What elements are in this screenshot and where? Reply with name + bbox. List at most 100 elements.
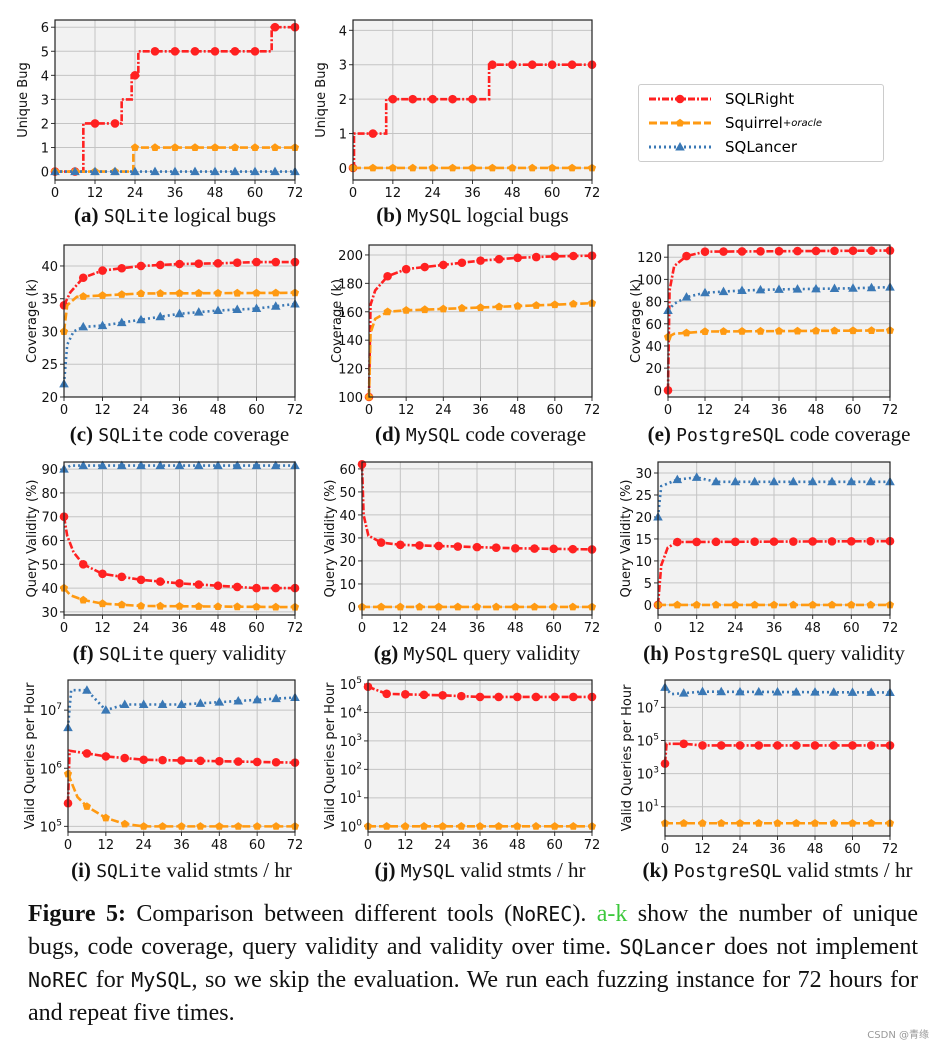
data-point-sqlancer bbox=[213, 305, 223, 315]
data-point-squirrel bbox=[377, 602, 386, 611]
y-tick-label: 2 bbox=[41, 117, 49, 132]
data-point-sqlancer bbox=[730, 476, 741, 486]
data-point-squirrel bbox=[673, 600, 682, 609]
x-tick-label: 60 bbox=[845, 403, 862, 418]
data-point-sqlright bbox=[434, 541, 443, 551]
data-point-squirrel bbox=[101, 813, 110, 822]
data-point-sqlancer bbox=[136, 460, 146, 470]
x-tick-label: 72 bbox=[882, 621, 899, 636]
y-tick-label: 107 bbox=[40, 702, 62, 719]
data-point-squirrel bbox=[82, 802, 91, 810]
chart-e: 0 12 24 36 48 60 72 0 20 40 60 80 100 120 Coverage (k) bbox=[629, 244, 898, 418]
data-point-sqlright bbox=[472, 542, 482, 552]
y-tick-label: 180 bbox=[338, 277, 363, 292]
data-point-sqlright bbox=[866, 741, 876, 750]
data-point-squirrel bbox=[475, 822, 485, 830]
y-tick-label: 101 bbox=[340, 790, 362, 807]
plot-frame bbox=[664, 679, 891, 837]
data-point-sqlright bbox=[513, 692, 522, 702]
y-tick-label: 40 bbox=[41, 582, 58, 597]
data-point-squirrel bbox=[210, 143, 220, 151]
caption-segment: does not implement bbox=[715, 934, 918, 960]
x-tick-label: 24 bbox=[430, 621, 447, 636]
series-line-sqlright bbox=[66, 749, 296, 804]
legend-swatch-sqlright bbox=[649, 94, 711, 104]
data-point-sqlright bbox=[210, 46, 220, 56]
data-point-sqlright bbox=[120, 753, 130, 763]
x-tick-label: 0 bbox=[358, 621, 366, 636]
y-tick-exponent: 2 bbox=[356, 761, 362, 771]
data-point-sqlright bbox=[830, 246, 839, 256]
subplot-caption-j: (j) MySQL valid stmts / hr bbox=[374, 858, 585, 883]
x-tick-label: 12 bbox=[697, 403, 714, 418]
data-point-sqlright bbox=[110, 119, 120, 128]
data-point-sqlancer bbox=[130, 166, 140, 176]
y-tick-label: 80 bbox=[41, 487, 58, 502]
subplot-title: query validity bbox=[169, 641, 287, 665]
data-point-squirrel bbox=[234, 822, 243, 830]
data-point-sqlright bbox=[569, 692, 578, 702]
y-tick-label: 100 bbox=[338, 391, 363, 406]
plot-frame bbox=[63, 244, 296, 398]
data-point-squirrel bbox=[117, 600, 126, 609]
data-point-squirrel bbox=[829, 819, 838, 827]
y-tick-label: 20 bbox=[635, 511, 652, 526]
y-axis-label: Query Validity (%) bbox=[25, 480, 40, 598]
y-tick-label: 20 bbox=[339, 555, 356, 570]
y-tick-label: 107 bbox=[637, 699, 659, 716]
caption-segment: ). bbox=[572, 901, 597, 927]
x-tick-label: 72 bbox=[287, 403, 304, 418]
x-tick-label: 72 bbox=[287, 186, 304, 201]
y-tick-label: 104 bbox=[340, 704, 363, 721]
data-point-squirrel bbox=[468, 163, 477, 172]
data-point-squirrel bbox=[272, 822, 281, 830]
data-point-sqlright bbox=[196, 756, 205, 766]
data-point-sqlancer bbox=[136, 314, 146, 324]
data-point-sqlright bbox=[491, 543, 501, 553]
x-tick-label: 48 bbox=[507, 621, 524, 636]
plot-frame bbox=[63, 461, 296, 616]
data-point-squirrel bbox=[419, 822, 429, 830]
y-tick-label: 140 bbox=[338, 334, 363, 349]
data-point-sqlancer bbox=[176, 699, 187, 709]
data-point-sqlancer bbox=[828, 687, 839, 696]
legend-item-sqlright: SQLRight bbox=[645, 88, 794, 110]
data-point-squirrel bbox=[213, 602, 223, 610]
legend-label: SQLRight bbox=[725, 90, 795, 108]
data-point-sqlancer bbox=[101, 705, 111, 714]
data-point-sqlright bbox=[155, 577, 165, 586]
figure-caption: Figure 5: Comparison between different t… bbox=[28, 898, 918, 1030]
data-point-sqlright bbox=[568, 544, 578, 554]
data-point-squirrel bbox=[789, 600, 798, 609]
data-point-sqlright bbox=[117, 572, 127, 582]
x-tick-label: 24 bbox=[133, 403, 150, 418]
plot-frame bbox=[361, 461, 593, 616]
x-tick-label: 48 bbox=[807, 842, 824, 857]
y-tick-exponent: 1 bbox=[356, 790, 362, 800]
x-tick-label: 12 bbox=[398, 403, 415, 418]
data-point-sqlright bbox=[754, 741, 764, 750]
x-tick-label: 48 bbox=[207, 186, 224, 201]
data-point-sqlright bbox=[175, 259, 184, 269]
data-point-sqlright bbox=[420, 262, 430, 272]
subplot-title: code coverage bbox=[465, 422, 587, 446]
x-tick-label: 0 bbox=[60, 621, 68, 636]
data-point-sqlancer bbox=[250, 166, 260, 176]
data-point-sqlright bbox=[827, 537, 837, 546]
x-tick-label: 12 bbox=[392, 621, 409, 636]
data-point-squirrel bbox=[698, 819, 707, 827]
data-point-sqlancer bbox=[788, 476, 799, 486]
data-point-squirrel bbox=[827, 600, 837, 609]
y-tick-label: 0 bbox=[644, 599, 652, 614]
y-axis-label: Unique Bug bbox=[16, 62, 31, 137]
data-point-sqlancer bbox=[233, 695, 244, 705]
y-tick-label: 90 bbox=[41, 463, 58, 478]
data-point-sqlright bbox=[78, 560, 88, 569]
y-tick-label: 1 bbox=[339, 128, 347, 143]
y-tick-label: 40 bbox=[645, 340, 662, 355]
data-point-squirrel bbox=[488, 163, 497, 172]
